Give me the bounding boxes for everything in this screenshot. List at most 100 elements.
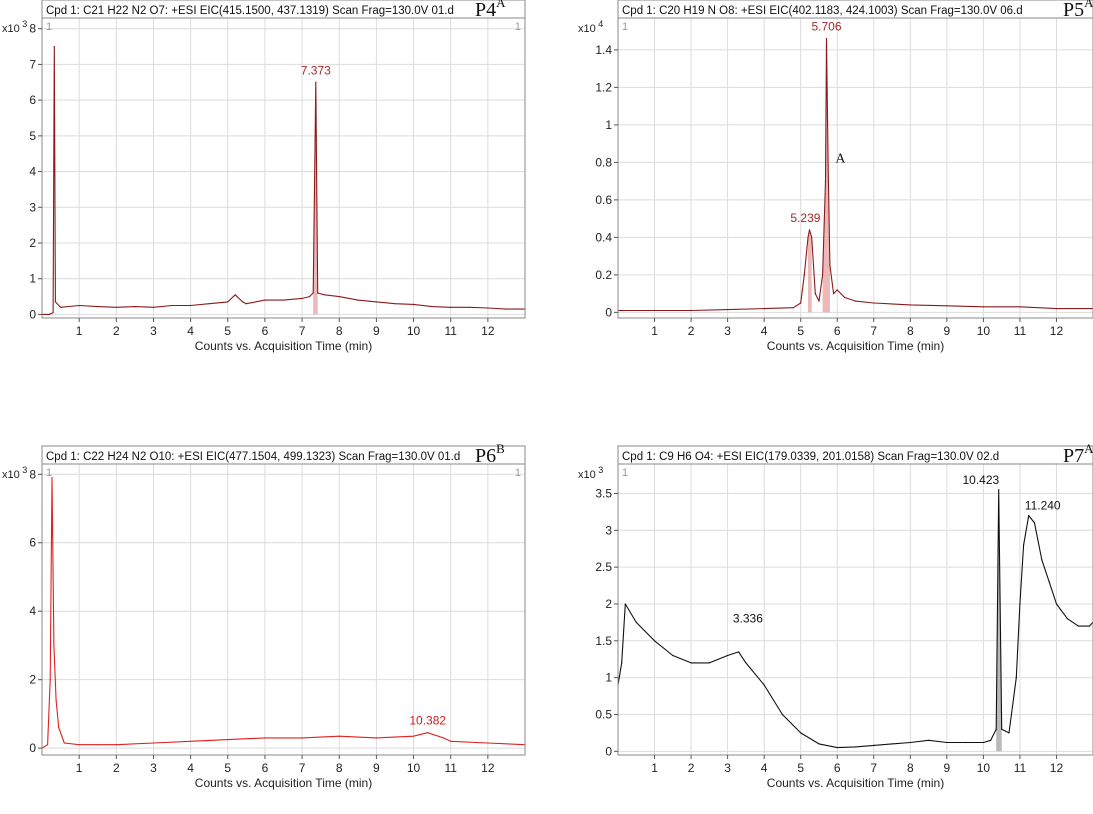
x-tick-label: 5	[224, 324, 231, 338]
y-tick-label: 7	[29, 57, 36, 71]
data-point	[836, 289, 838, 291]
y-tick-label: 0.5	[595, 707, 612, 721]
panel-p7: 1 2 3 4 5 6 7 8 9 10 11 12 0 0.5 1 1.5 2 2.5 3 3.5 Counts vs…	[548, 412, 1093, 814]
y-tick-label: 0.2	[595, 268, 612, 282]
data-point	[1023, 544, 1025, 546]
x-tick-label: 12	[1050, 761, 1064, 775]
y-multiplier: x10 3	[578, 465, 603, 481]
x-tick-label: 8	[336, 761, 343, 775]
title-box	[41, 445, 526, 465]
x-tick-label: 7	[870, 324, 877, 338]
y-tick-label: 0	[605, 744, 612, 758]
y-tick-label: 6	[29, 93, 36, 107]
x-tick-label: 6	[834, 324, 841, 338]
panel-p6: 1 2 3 4 5 6 7 8 9 10 11 12 0 2 4 6 8 Counts vs. Acquisiti…	[0, 412, 545, 814]
y-tick-label: 1	[605, 118, 612, 132]
data-point	[264, 737, 266, 739]
data-point	[822, 274, 824, 276]
chart-p5: 1 2 3 4 5 6 7 8 9 10 11 1200.20.40.60.811.21.4Count…	[578, 0, 1093, 353]
x-tick-label: 7	[299, 761, 306, 775]
x-tick-label: 1	[651, 324, 658, 338]
data-point	[427, 732, 429, 734]
data-point	[873, 302, 875, 304]
x-tick-label: 2	[688, 761, 695, 775]
x-axis-label: Counts vs. Acquisition Time (min)	[195, 776, 372, 790]
y-tick-label: 2	[605, 597, 612, 611]
data-point	[234, 294, 236, 296]
data-point	[53, 46, 55, 48]
data-point	[58, 727, 60, 729]
data-point	[653, 309, 656, 312]
panel-p4: 1 2 3 4 5 6 7 8 9 10 11 12 0 1 2 3 4 5 6 7 8 Counts vs. Acqui…	[0, 0, 545, 400]
data-point	[442, 737, 444, 739]
data-point	[727, 654, 729, 657]
data-point	[317, 292, 319, 294]
data-point	[727, 309, 729, 311]
data-point	[63, 742, 65, 744]
data-point	[54, 301, 57, 303]
data-point	[1033, 522, 1036, 524]
peak-label: 7.373	[301, 63, 331, 77]
data-point	[115, 306, 117, 308]
x-tick-label: 8	[336, 324, 343, 338]
y-tick-label: 1.4	[595, 43, 612, 57]
data-point	[468, 306, 470, 308]
data-point	[55, 699, 57, 701]
data-point	[1019, 603, 1021, 605]
x-tick-label: 11	[444, 324, 457, 338]
y-tick-label: 2	[29, 673, 36, 687]
y-tick-label: 1.2	[595, 80, 612, 94]
data-point	[1008, 732, 1010, 734]
data-point	[450, 740, 452, 742]
data-point	[487, 742, 489, 744]
y-tick-label: 2	[29, 236, 36, 250]
x-axis-label: Counts vs. Acquisition Time (min)	[767, 776, 944, 790]
title-box	[617, 445, 1093, 465]
data-point	[833, 293, 835, 295]
y-tick-label: 8	[29, 22, 36, 36]
data-point	[836, 747, 838, 749]
data-point	[301, 297, 303, 299]
data-point	[312, 292, 314, 294]
x-tick-label: 4	[187, 324, 194, 338]
corner-label-right: 1	[515, 21, 521, 33]
data-point	[827, 161, 829, 163]
data-point	[811, 236, 813, 238]
data-point	[338, 296, 340, 298]
x-tick-label: 10	[407, 324, 421, 338]
y-multiplier: x10 3	[2, 19, 27, 35]
data-point	[745, 662, 747, 664]
data-point	[891, 743, 893, 745]
data-point	[412, 303, 415, 305]
plot-frame	[617, 463, 1093, 756]
data-point	[808, 229, 811, 231]
chart-title: Cpd 1: C20 H19 N O8: +ESI EIC(402.1183, …	[622, 5, 1023, 17]
x-tick-label: 5	[797, 761, 804, 775]
data-point	[338, 735, 340, 737]
x-tick-label: 2	[113, 324, 120, 338]
x-tick-label: 2	[688, 324, 695, 338]
x-tick-label: 12	[1050, 324, 1064, 338]
data-point	[375, 301, 377, 303]
peak-label: 3.336	[733, 611, 763, 625]
data-point	[227, 739, 229, 741]
data-point	[431, 306, 433, 308]
data-point	[843, 296, 846, 298]
data-point	[487, 307, 489, 309]
data-point	[982, 741, 984, 744]
data-point	[909, 304, 911, 306]
y-tick-label: 4	[29, 165, 36, 179]
data-point	[946, 741, 948, 744]
panel-label: P6B	[475, 441, 505, 467]
x-tick-label: 6	[262, 324, 269, 338]
x-tick-label: 9	[944, 761, 951, 775]
data-point	[245, 303, 247, 305]
corner-label-left: 1	[622, 467, 628, 479]
series-line	[42, 46, 525, 315]
data-point	[1028, 515, 1030, 517]
data-point	[171, 304, 173, 307]
data-point	[412, 735, 415, 737]
y-tick-label: 4	[29, 604, 36, 618]
data-point	[814, 293, 816, 295]
y-tick-label: 3	[605, 523, 612, 537]
